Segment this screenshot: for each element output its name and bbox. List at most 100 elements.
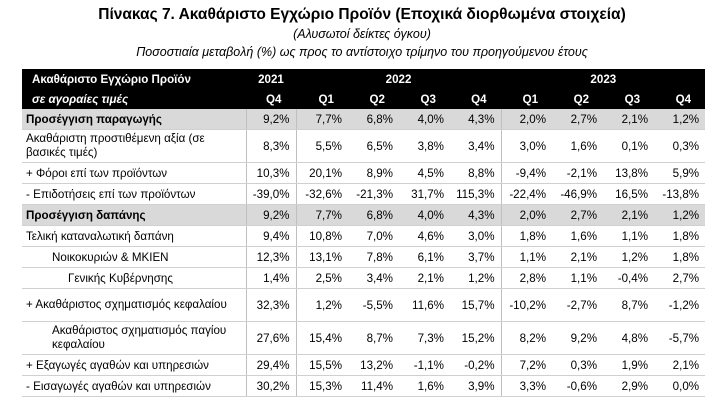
value-cell: 31,7% [399,183,450,205]
value-cell: 2,1% [654,354,706,376]
value-cell: -2,1% [552,162,604,184]
value-cell: 0,0% [654,375,706,397]
value-cell: 3,4% [450,129,502,163]
value-cell: 1,8% [501,225,553,247]
table-subtitle-description: Ποσοστιαία μεταβολή (%) ως προς το αντίσ… [136,45,588,59]
value-cell: 20,1% [296,162,348,184]
value-cell: 9,2% [246,109,297,130]
value-cell: 2,1% [552,246,604,268]
row-label: Τελική καταναλωτική δαπάνη [22,225,247,247]
value-cell: 8,8% [450,162,502,184]
value-cell: 7,7% [296,109,348,130]
table-row: Προσέγγιση δαπάνης 9,2% 7,7% 6,8% 4,0% 4,3% 2,… [22,204,706,226]
value-cell: 4,0% [399,109,450,130]
value-cell: 1,1% [501,246,553,268]
row-label: - Εισαγωγές αγαθών και υπηρεσιών [22,375,247,397]
table-row: Γενικής Κυβέρνησης 1,4% 2,5% 3,4% 2,1% 1,2% 2,… [22,267,706,289]
header-quarter: Q4 [654,89,706,109]
header-label-2: σε αγοραίες τιμές [22,89,247,109]
value-cell: 4,3% [450,204,502,226]
value-cell: 12,3% [246,246,297,268]
table-row: - Επιδοτήσεις επί των προϊόντων -39,0% -32… [22,183,706,205]
value-cell: 11,4% [348,375,399,397]
row-label: + Ακαθάριστος σχηματισμός κεφαλαίου [22,288,247,322]
value-cell: 2,8% [501,267,553,289]
value-cell: 3,0% [501,129,553,163]
header-year-2022: 2022 [296,69,502,89]
header-quarter: Q3 [399,89,450,109]
value-cell: 1,6% [552,225,604,247]
value-cell: 5,9% [654,162,706,184]
value-cell: -39,0% [246,183,297,205]
value-cell: -21,3% [348,183,399,205]
value-cell: -13,8% [654,183,706,205]
header-label-1: Ακαθάριστο Εγχώριο Προϊόν [22,69,247,89]
header-quarter: Q2 [552,89,604,109]
table-row: + Εξαγωγές αγαθών και υπηρεσιών 29,4% 15,5… [22,354,706,376]
value-cell: 27,6% [246,321,297,355]
value-cell: 2,7% [552,204,604,226]
value-cell: 0,3% [552,354,604,376]
row-label: Προσέγγιση δαπάνης [22,204,247,226]
table-row: - Εισαγωγές αγαθών και υπηρεσιών 30,2% 15,… [22,375,706,397]
value-cell: -32,6% [296,183,348,205]
value-cell: 8,3% [246,129,297,163]
value-cell: 4,6% [399,225,450,247]
value-cell: 4,8% [603,321,655,355]
value-cell: 2,0% [501,109,553,130]
table-title: Πίνακας 7. Ακαθάριστο Εγχώριο Προϊόν (Επ… [98,6,626,23]
row-label: + Φόροι επί των προϊόντων [22,162,247,184]
value-cell: -0,6% [552,375,604,397]
value-cell: -5,7% [654,321,706,355]
value-cell: 1,9% [603,354,655,376]
value-cell: 11,6% [399,288,450,322]
value-cell: 2,1% [603,109,655,130]
value-cell: 2,1% [399,267,450,289]
value-cell: -22,4% [501,183,553,205]
value-cell: -0,2% [450,354,502,376]
value-cell: 8,2% [501,321,553,355]
value-cell: 8,7% [348,321,399,355]
value-cell: 3,9% [450,375,502,397]
value-cell: 2,0% [501,204,553,226]
value-cell: 16,5% [603,183,655,205]
value-cell: 4,0% [399,204,450,226]
value-cell: 9,2% [552,321,604,355]
value-cell: 7,2% [501,354,553,376]
header-year-2023: 2023 [501,69,706,89]
row-label: Γενικής Κυβέρνησης [22,267,247,289]
header-row-years: Ακαθάριστο Εγχώριο Προϊόν 2021 2022 2023 [22,69,706,89]
value-cell: 9,4% [246,225,297,247]
value-cell: 3,4% [348,267,399,289]
header-quarter: Q2 [348,89,399,109]
value-cell: 7,0% [348,225,399,247]
value-cell: -1,1% [399,354,450,376]
value-cell: 15,3% [296,375,348,397]
row-label: + Εξαγωγές αγαθών και υπηρεσιών [22,354,247,376]
value-cell: -9,4% [501,162,553,184]
value-cell: 7,3% [399,321,450,355]
value-cell: -0,4% [603,267,655,289]
value-cell: 32,3% [246,288,297,322]
table-subtitle-units: (Αλυσωτοί δείκτες όγκου) [293,27,431,41]
value-cell: 2,5% [296,267,348,289]
value-cell: 29,4% [246,354,297,376]
table-row: Τελική καταναλωτική δαπάνη 9,4% 10,8% 7,0% 4… [22,225,706,247]
value-cell: 1,2% [450,267,502,289]
value-cell: 1,6% [399,375,450,397]
value-cell: 8,7% [603,288,655,322]
value-cell: 5,5% [296,129,348,163]
row-label: Ακαθάριστος σχηματισμός παγίου κεφαλαίου [22,321,247,355]
header-quarter: Q1 [296,89,348,109]
table-row: + Ακαθάριστος σχηματισμός κεφαλαίου 32,3%… [22,288,706,322]
value-cell: 6,8% [348,204,399,226]
value-cell: 4,3% [450,109,502,130]
value-cell: 6,1% [399,246,450,268]
header-row-quarters: σε αγοραίες τιμές Q4 Q1 Q2 Q3 Q4 Q1 Q2 Q… [22,89,706,109]
header-quarter: Q3 [603,89,655,109]
value-cell: 1,2% [654,109,706,130]
value-cell: 2,1% [603,204,655,226]
value-cell: 1,2% [296,288,348,322]
row-label: Ακαθάριστη προστιθέμενη αξία (σε βασικές… [22,129,247,163]
